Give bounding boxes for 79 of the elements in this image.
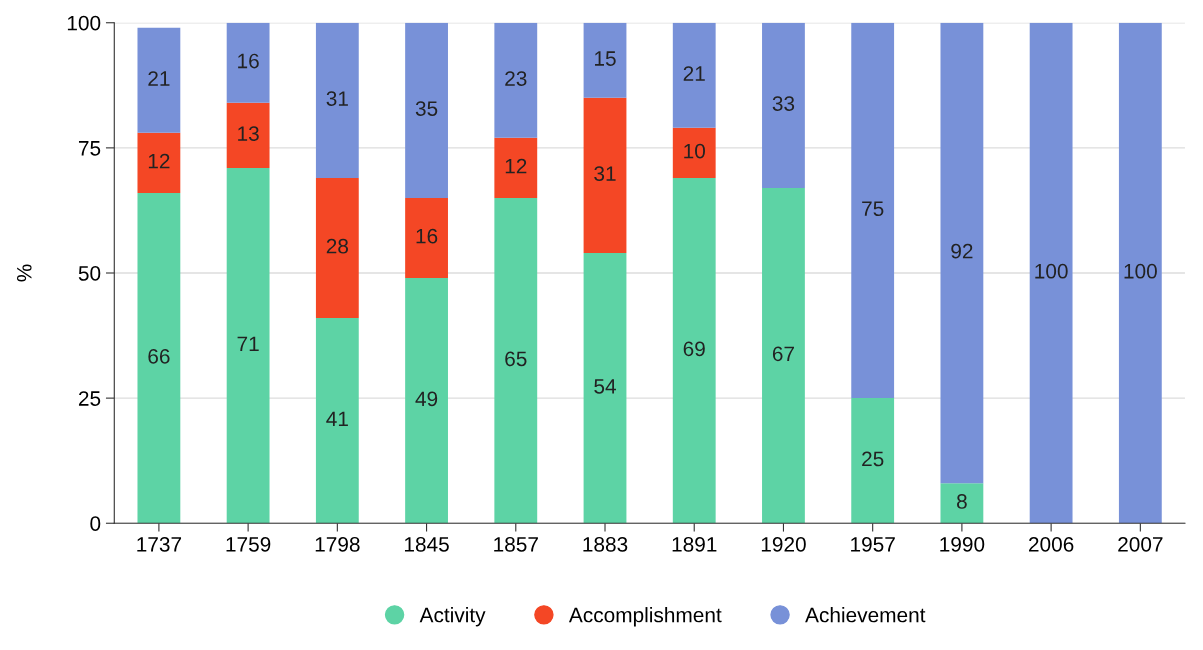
data-label: 21 <box>683 66 705 81</box>
x-tick-label: 1798 <box>315 536 360 552</box>
data-label: 16 <box>416 228 438 244</box>
bar <box>672 127 716 178</box>
x-tick-label: 1845 <box>404 536 449 552</box>
data-label: 8 <box>957 494 967 509</box>
data-label: 69 <box>683 341 705 357</box>
bar <box>137 132 181 193</box>
bar <box>583 252 627 524</box>
x-tick-label: 2006 <box>1029 536 1074 552</box>
data-label: 31 <box>594 166 616 181</box>
bar <box>405 22 448 198</box>
data-label: 35 <box>415 101 438 116</box>
y-tick-label: 75 <box>78 141 101 156</box>
data-label: 12 <box>505 158 527 174</box>
bar <box>315 318 359 524</box>
bar <box>226 102 270 168</box>
x-tick-label: 1957 <box>851 536 895 552</box>
data-label: 54 <box>594 379 616 394</box>
data-label: 49 <box>415 391 438 407</box>
data-label: 92 <box>951 243 973 259</box>
bar <box>315 177 359 319</box>
bar <box>226 22 270 103</box>
x-tick-label: 1891 <box>672 536 717 552</box>
x-tick-label: 1990 <box>940 536 985 552</box>
x-tick-label: 1759 <box>226 536 271 552</box>
x-tick-label: 1883 <box>583 536 628 552</box>
bar <box>405 278 448 524</box>
data-label: 25 <box>862 451 884 467</box>
bar <box>137 192 181 524</box>
data-label: 13 <box>238 126 259 141</box>
bar <box>762 22 805 188</box>
data-label: 41 <box>326 411 348 427</box>
bar <box>226 167 270 524</box>
bar <box>494 137 538 198</box>
data-label: 67 <box>772 346 794 362</box>
data-label: 23 <box>505 71 527 86</box>
data-label: 12 <box>148 153 170 169</box>
bar <box>672 177 716 524</box>
bar <box>315 22 359 178</box>
data-label: 21 <box>148 71 170 86</box>
y-tick-label: 50 <box>78 266 101 281</box>
data-label: 71 <box>237 336 259 351</box>
data-label: 66 <box>148 348 170 364</box>
bar <box>137 27 181 133</box>
data-label: 16 <box>238 53 259 69</box>
x-tick-label: 2007 <box>1118 536 1163 552</box>
bar <box>405 197 448 279</box>
y-tick-label: 100 <box>67 15 101 31</box>
bar <box>583 22 627 98</box>
data-label: 15 <box>595 51 616 66</box>
bar <box>940 483 984 524</box>
legend-label: Achievement <box>805 607 926 623</box>
y-tick-label: 25 <box>78 391 101 406</box>
bar <box>583 97 627 253</box>
x-tick-label: 1737 <box>137 536 182 552</box>
legend-label: Accomplishment <box>568 607 722 627</box>
x-tick-label: 1857 <box>494 536 538 552</box>
bar <box>940 22 984 484</box>
bar <box>494 197 538 524</box>
data-label: 33 <box>772 96 795 111</box>
legend-label: Activity <box>419 607 486 627</box>
bar <box>851 22 895 399</box>
data-label: 100 <box>1035 263 1068 279</box>
data-label: 31 <box>326 91 348 106</box>
bar <box>1118 22 1162 524</box>
bar <box>672 22 716 128</box>
bar <box>494 22 538 138</box>
x-tick-label: 1920 <box>761 536 806 552</box>
data-label: 65 <box>505 351 527 367</box>
bar <box>1029 22 1073 524</box>
data-label: 75 <box>862 201 884 217</box>
data-label: 10 <box>684 143 705 159</box>
y-axis-title: % <box>17 264 32 282</box>
bar <box>762 187 805 524</box>
bar <box>851 398 895 524</box>
data-label: 100 <box>1124 263 1157 279</box>
y-tick-label: 0 <box>90 516 101 531</box>
data-label: 28 <box>326 238 349 254</box>
